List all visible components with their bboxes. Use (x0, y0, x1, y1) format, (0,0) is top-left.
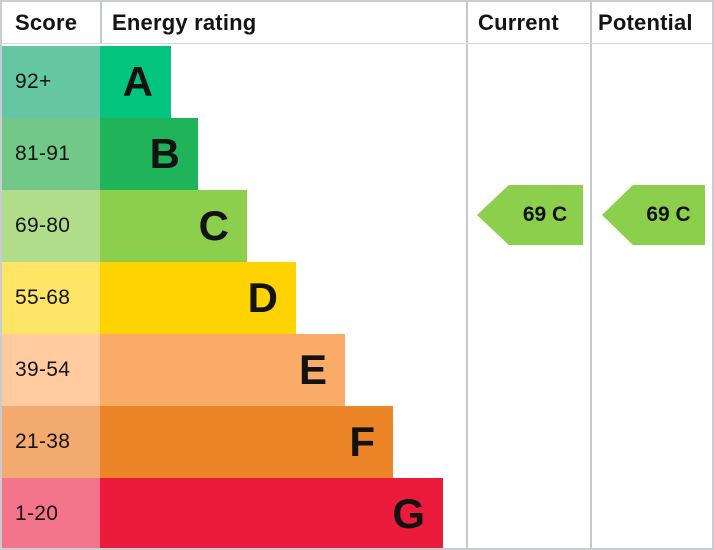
epc-band-row-f: 21-38 F (2, 405, 467, 478)
band-letter: A (122, 57, 153, 105)
score-range-label: 55-68 (2, 261, 100, 334)
band-letter: F (349, 417, 375, 465)
score-column-header: Score (15, 9, 78, 35)
chart-header-row: Score Energy rating Current Potential (2, 2, 712, 44)
band-letter: E (298, 345, 327, 393)
potential-column-header: Potential (598, 9, 693, 35)
band-letter: G (392, 489, 425, 537)
band-bar-d: D (100, 261, 296, 334)
current-column-divider (466, 2, 468, 548)
epc-band-rows: 92+ A 81-91 B 69-80 C 55-68 D 39-54 (2, 45, 467, 548)
current-column-header: Current (478, 9, 559, 35)
band-bar-a: A (100, 45, 171, 118)
potential-rating-value: 69 C (646, 203, 691, 226)
score-range-label: 39-54 (2, 333, 100, 406)
band-letter: C (198, 201, 229, 249)
score-range-label: 92+ (2, 45, 100, 118)
epc-band-row-e: 39-54 E (2, 333, 467, 406)
band-letter: B (149, 129, 180, 177)
energy-rating-column-header: Energy rating (112, 9, 257, 35)
epc-band-row-a: 92+ A (2, 45, 467, 118)
band-bar-f: F (100, 405, 393, 478)
epc-band-row-d: 55-68 D (2, 261, 467, 334)
band-letter: D (247, 273, 278, 321)
current-rating-arrow: 69 C (477, 185, 583, 245)
band-bar-c: C (100, 189, 247, 262)
score-range-label: 69-80 (2, 189, 100, 262)
potential-rating-arrow: 69 C (602, 185, 705, 245)
epc-band-row-c: 69-80 C (2, 189, 467, 262)
score-range-label: 81-91 (2, 117, 100, 190)
epc-band-row-b: 81-91 B (2, 117, 467, 190)
epc-band-row-g: 1-20 G (2, 477, 467, 548)
band-bar-b: B (100, 117, 198, 190)
current-rating-value: 69 C (522, 203, 568, 226)
score-column-divider (100, 2, 102, 44)
band-bar-e: E (100, 333, 345, 406)
band-bar-g: G (100, 477, 443, 548)
score-range-label: 1-20 (2, 477, 100, 548)
score-range-label: 21-38 (2, 405, 100, 478)
potential-column-divider (590, 2, 592, 548)
